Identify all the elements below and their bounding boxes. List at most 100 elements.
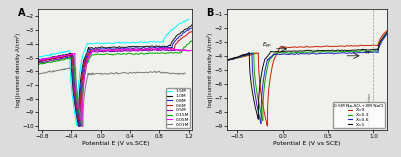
0.15M (205, 32, 210, 34)
0.6M (37, 60, 42, 62)
1.0M (76, 125, 81, 127)
0.15M (79, 125, 84, 127)
0.5M (186, 50, 191, 52)
X=1 (256, 118, 261, 120)
X=0 (384, 30, 389, 32)
1.5M (59, 52, 64, 54)
X=0.3 (384, 32, 389, 34)
1.5M (75, 125, 79, 127)
Line: X=0: X=0 (229, 13, 401, 126)
Text: A: A (18, 8, 26, 18)
1.0M (164, 45, 169, 47)
X=0 (226, 59, 231, 61)
X=1 (262, 59, 267, 60)
Y-axis label: log|(current density A/cm²): log|(current density A/cm²) (14, 33, 21, 107)
X=0.6 (263, 65, 268, 67)
Text: $i_{pp}$: $i_{pp}$ (365, 48, 373, 58)
Line: X=0.6: X=0.6 (229, 14, 401, 124)
X=0 (371, 44, 375, 46)
0.8M (195, 24, 200, 25)
0.5M (36, 62, 41, 64)
0.8M (61, 56, 66, 58)
X=0.3 (226, 60, 231, 61)
0.01M (37, 73, 42, 75)
X=1 (261, 65, 266, 67)
Line: 0.05M: 0.05M (38, 48, 192, 126)
0.8M (165, 47, 170, 49)
X=0.3 (267, 59, 271, 61)
0.01M (36, 73, 41, 75)
0.05M (36, 59, 41, 61)
Y-axis label: log|(current density A/cm²): log|(current density A/cm²) (207, 33, 213, 107)
X=0.3 (370, 50, 375, 52)
0.5M (164, 49, 169, 50)
0.01M (86, 73, 91, 75)
0.05M (172, 49, 177, 50)
Line: 1.0M: 1.0M (38, 22, 196, 126)
0.8M (37, 61, 42, 63)
X=0.6 (265, 59, 270, 61)
1.0M (61, 54, 65, 56)
0.05M (84, 65, 89, 67)
X=0.6 (384, 33, 389, 35)
Text: transpassivation: transpassivation (368, 92, 372, 126)
X=0 (271, 59, 276, 61)
0.6M (197, 26, 202, 28)
0.01M (155, 71, 160, 73)
X=0.3 (260, 120, 265, 122)
Line: 0.6M: 0.6M (38, 27, 200, 126)
1.5M (37, 56, 42, 58)
0.15M (63, 57, 67, 59)
0.6M (82, 67, 87, 69)
0.8M (36, 60, 41, 62)
0.15M (186, 43, 191, 45)
0.5M (37, 61, 42, 63)
X=1 (226, 59, 231, 61)
1.5M (79, 62, 83, 64)
X=1 (370, 49, 375, 50)
Line: 1.5M: 1.5M (38, 19, 189, 126)
Line: X=1: X=1 (229, 14, 401, 119)
X=0 (227, 59, 232, 61)
1.5M (168, 31, 172, 32)
0.01M (64, 68, 69, 69)
0.6M (61, 55, 66, 57)
0.8M (176, 36, 181, 38)
0.5M (157, 49, 162, 51)
Text: B: B (206, 8, 213, 18)
1.0M (194, 22, 198, 23)
0.05M (37, 59, 42, 61)
1.5M (80, 56, 85, 58)
0.6M (36, 61, 41, 63)
0.05M (160, 47, 165, 49)
0.5M (78, 125, 83, 127)
Legend: 1.5M, 1.0M, 0.8M, 0.6M, 0.5M, 0.15M, 0.05M, 0.01M: 1.5M, 1.0M, 0.8M, 0.6M, 0.5M, 0.15M, 0.0… (166, 88, 190, 128)
1.0M (175, 34, 180, 36)
Line: 0.5M: 0.5M (38, 49, 189, 126)
Line: 0.01M: 0.01M (38, 67, 185, 126)
0.15M (83, 69, 88, 71)
Legend: X=0, X=0.3, X=0.6, X=1: X=0, X=0.3, X=0.6, X=1 (332, 102, 385, 128)
1.5M (36, 56, 41, 58)
0.15M (174, 52, 179, 54)
X=1 (241, 54, 246, 56)
0.01M (85, 76, 90, 78)
Line: X=0.3: X=0.3 (229, 13, 401, 121)
0.01M (71, 66, 75, 68)
0.05M (190, 50, 195, 51)
0.8M (82, 61, 87, 63)
X=0.6 (259, 123, 263, 125)
0.01M (81, 125, 85, 127)
X=0 (265, 125, 270, 127)
X=0.6 (370, 51, 375, 53)
0.5M (169, 50, 174, 51)
X=1 (227, 59, 231, 61)
1.0M (36, 59, 41, 61)
0.15M (84, 63, 89, 65)
X=0.6 (227, 59, 232, 61)
0.01M (183, 73, 188, 75)
0.05M (164, 47, 169, 49)
0.5M (82, 68, 87, 70)
1.0M (80, 65, 85, 67)
0.5M (83, 62, 88, 64)
